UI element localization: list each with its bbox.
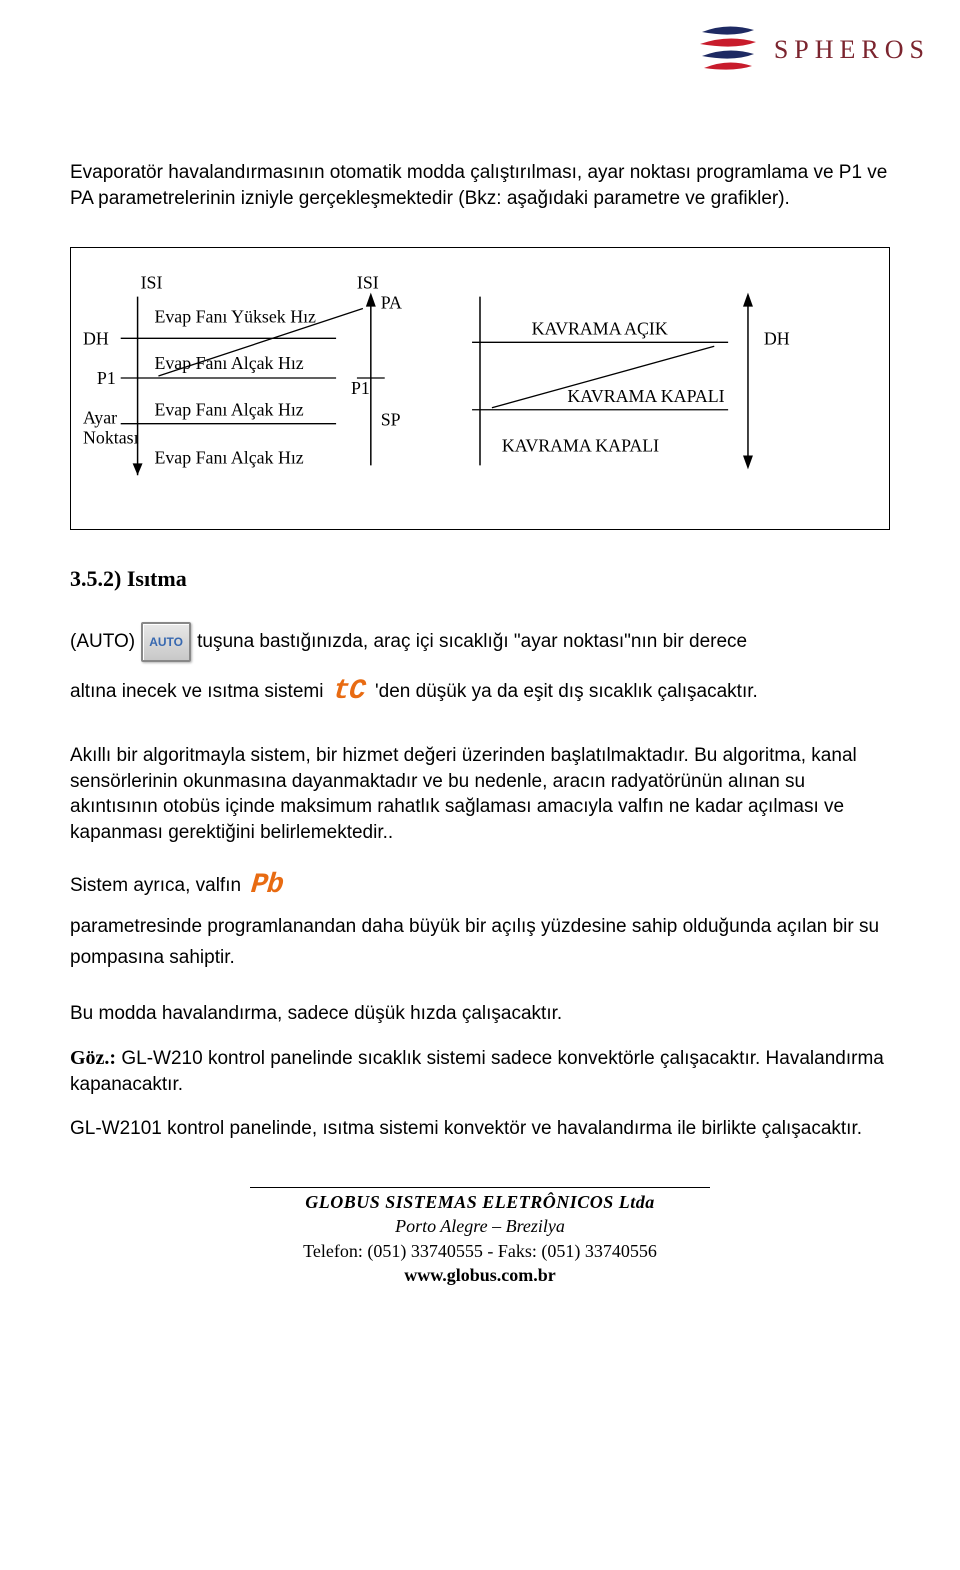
auto-l2-pre: altına inecek ve ısıtma sistemi bbox=[70, 677, 323, 707]
auto-l2-post: 'den düşük ya da eşit dış sıcaklık çalış… bbox=[375, 677, 758, 707]
diag-left-dh: DH bbox=[83, 329, 109, 349]
auto-mid1: tuşuna bastığınızda, araç içi sıcaklığı … bbox=[197, 627, 747, 657]
footer-rule bbox=[250, 1187, 710, 1188]
diag-l1: Evap Fanı Yüksek Hız bbox=[154, 307, 316, 327]
page-footer: GLOBUS SISTEMAS ELETRÔNICOS Ltda Porto A… bbox=[70, 1187, 890, 1287]
diag-mid-sp: SP bbox=[381, 410, 401, 430]
mode-paragraph: Bu modda havalandırma, sadece düşük hızd… bbox=[70, 1001, 890, 1027]
diag-r-open: KAVRAMA AÇIK bbox=[532, 319, 668, 339]
auto-line-1: (AUTO) AUTO tuşuna bastığınızda, araç iç… bbox=[70, 622, 890, 662]
pb-segment-icon: Pb bbox=[245, 864, 289, 909]
footer-url: www.globus.com.br bbox=[70, 1263, 890, 1287]
footer-tel: Telefon: (051) 33740555 - Faks: (051) 33… bbox=[70, 1239, 890, 1263]
diag-l3: Evap Fanı Alçak Hız bbox=[154, 400, 303, 420]
diag-left-p1: P1 bbox=[97, 368, 116, 388]
valve-line: Sistem ayrıca, valfın Pb parametresinde … bbox=[70, 864, 890, 974]
diag-r-closed2: KAVRAMA KAPALI bbox=[502, 436, 659, 456]
intro-paragraph: Evaporatör havalandırmasının otomatik mo… bbox=[70, 160, 890, 211]
goz-label: Göz.: bbox=[70, 1047, 116, 1069]
valve-pre: Sistem ayrıca, valfın bbox=[70, 871, 241, 901]
gl2101-paragraph: GL-W2101 kontrol panelinde, ısıtma siste… bbox=[70, 1116, 890, 1142]
footer-company: GLOBUS SISTEMAS ELETRÔNICOS Ltda bbox=[70, 1190, 890, 1214]
diag-mid-pa: PA bbox=[381, 293, 402, 313]
diag-left-noktasi: Noktası bbox=[83, 428, 139, 448]
section-heading: 3.5.2) Isıtma bbox=[70, 566, 890, 592]
diagram-svg: .t { font-family: 'Times New Roman', ser… bbox=[83, 266, 877, 496]
diag-r-dh: DH bbox=[764, 329, 790, 349]
auto-prefix: (AUTO) bbox=[70, 627, 135, 657]
goz-text: GL-W210 kontrol panelinde sıcaklık siste… bbox=[70, 1048, 884, 1095]
evap-fan-diagram: .t { font-family: 'Times New Roman', ser… bbox=[70, 247, 890, 530]
diag-l4: Evap Fanı Alçak Hız bbox=[154, 448, 303, 468]
auto-line-2: altına inecek ve ısıtma sistemi tC 'den … bbox=[70, 670, 890, 715]
diag-mid-p1: P1 bbox=[351, 378, 370, 398]
diag-left-isi: ISI bbox=[141, 273, 163, 293]
logo-text: SPHEROS bbox=[774, 35, 930, 65]
diag-mid-isi: ISI bbox=[357, 273, 379, 293]
goz-paragraph: Göz.: GL-W210 kontrol panelinde sıcaklık… bbox=[70, 1045, 890, 1098]
tc-segment-icon: tC bbox=[327, 670, 371, 715]
logo-mark-icon bbox=[692, 20, 762, 80]
auto-button-icon: AUTO bbox=[141, 622, 191, 662]
footer-city: Porto Alegre – Brezilya bbox=[70, 1214, 890, 1238]
algo-paragraph: Akıllı bir algoritmayla sistem, bir hizm… bbox=[70, 743, 890, 846]
diag-r-closed1: KAVRAMA KAPALI bbox=[567, 386, 724, 406]
brand-logo: SPHEROS bbox=[692, 20, 930, 80]
diag-left-ayar: Ayar bbox=[83, 408, 117, 428]
valve-post: parametresinde programlanandan daha büyü… bbox=[70, 912, 890, 973]
